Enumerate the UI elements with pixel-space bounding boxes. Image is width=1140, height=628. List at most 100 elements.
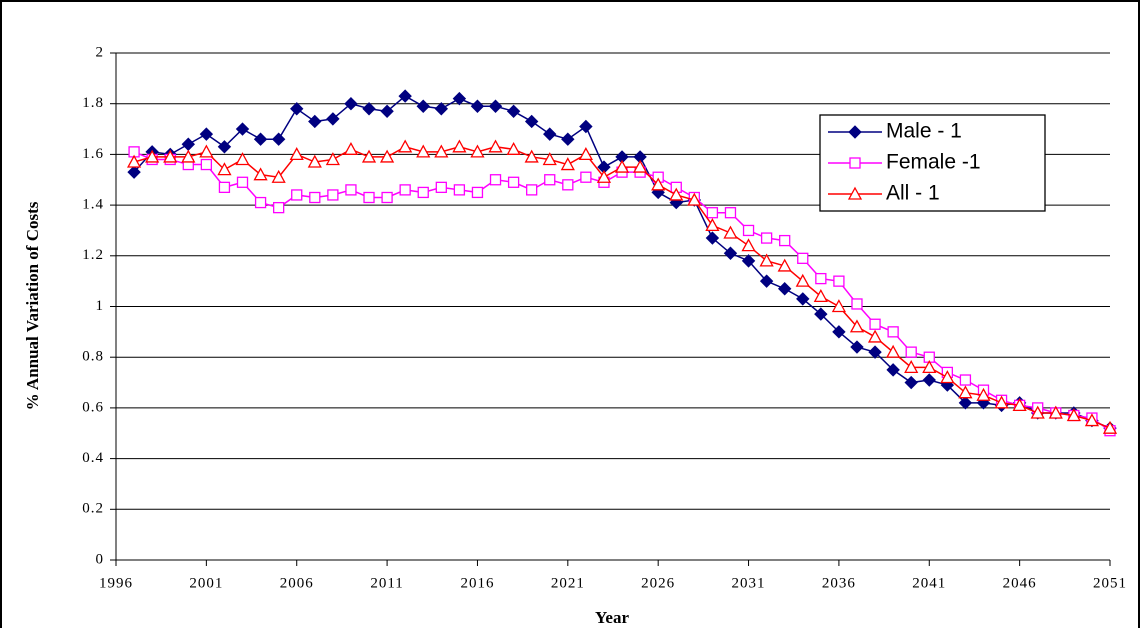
legend: Male - 1 Female -1 All - 1 [819,114,1046,212]
marker [290,102,304,116]
marker [327,189,339,201]
marker [742,224,755,237]
marker [126,154,142,168]
marker [796,292,810,306]
marker [958,396,973,410]
marker [869,318,881,330]
y-tick-label: 1.6 [82,146,104,162]
marker [380,104,394,119]
marker [524,114,539,129]
marker [506,141,521,155]
x-tick-label: 2026 [641,575,675,591]
x-tick-label: 2016 [460,575,494,591]
marker [759,274,774,288]
marker [381,191,393,204]
y-tick-label: 0.8 [82,349,104,365]
marker [163,149,178,163]
marker [994,395,1009,409]
marker [1030,405,1045,419]
marker [218,181,231,194]
marker [578,147,593,161]
marker [614,159,630,173]
y-tick-label: 0 [96,551,105,567]
marker [325,152,340,166]
marker [309,191,321,204]
x-tick-label: 2021 [551,575,585,591]
marker [1012,398,1027,412]
marker [797,252,809,264]
y-tick-label: 0.6 [82,399,104,415]
marker [271,132,286,146]
marker [706,207,719,219]
marker [959,374,972,386]
marker [779,234,791,247]
marker [922,359,937,373]
marker [814,307,828,321]
marker [452,139,467,153]
marker [273,201,285,214]
marker [760,232,773,244]
marker [235,122,250,136]
marker [543,127,557,141]
marker [489,174,502,186]
legend-label: Female -1 [886,151,981,174]
marker [291,189,303,201]
marker [344,96,358,111]
x-axis-title: Year [595,608,629,627]
y-tick-label: 0.2 [82,501,104,517]
marker [453,184,466,196]
marker [181,149,196,163]
marker [741,238,756,252]
marker [833,275,845,287]
marker [526,184,538,196]
marker [452,91,467,106]
marker [741,254,756,268]
marker [524,149,539,163]
marker [399,184,411,196]
marker [723,246,738,260]
x-tick-label: 2031 [732,575,766,591]
marker [361,149,377,163]
x-tick-label: 2036 [822,575,856,591]
marker [416,99,430,113]
marker [326,112,340,126]
marker [905,346,917,358]
marker [289,147,304,161]
marker [271,169,286,183]
marker [470,99,485,113]
marker [815,272,827,285]
marker [831,299,847,313]
marker [236,176,249,188]
marker [922,373,936,387]
x-tick-label: 2041 [912,575,946,591]
marker [579,119,593,134]
marker [343,141,359,155]
y-tick-label: 2 [96,44,105,60]
marker [976,387,991,401]
marker [308,114,322,129]
marker [777,282,792,296]
legend-marker [848,125,862,139]
marker [904,375,918,390]
marker [471,186,484,199]
marker [633,159,648,173]
marker [379,149,395,163]
marker [723,225,738,239]
marker [253,167,268,181]
marker [851,298,863,310]
x-tick-label: 2046 [1003,575,1037,591]
x-tick-label: 2051 [1093,575,1127,591]
marker [398,139,413,153]
marker [200,158,213,171]
marker [562,179,574,191]
legend-marker [849,157,861,169]
marker [199,127,214,141]
marker [398,89,412,103]
x-tick-label: 2011 [370,575,403,591]
marker [849,319,865,333]
marker [199,144,214,158]
marker [1066,408,1081,422]
marker [488,139,503,153]
marker [434,102,449,116]
